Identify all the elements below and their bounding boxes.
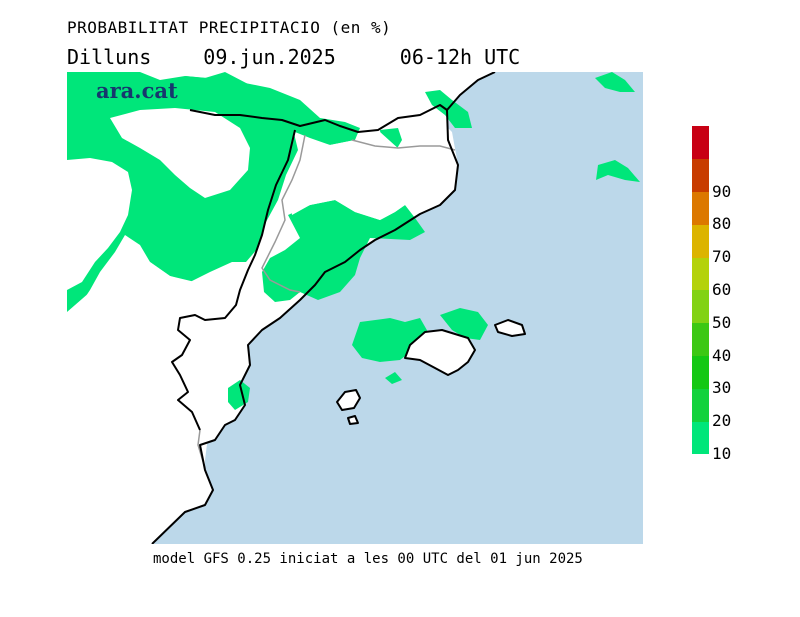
white-land-holes: [67, 108, 458, 544]
legend-label: 90: [712, 181, 732, 201]
legend-swatch: [692, 421, 709, 455]
map-title: PROBABILITAT PRECIPITACIO (en %): [67, 18, 392, 37]
precip-area-gulf-lion: [596, 160, 640, 182]
island-menorca: [494, 319, 526, 337]
precip-area-mid-west: [140, 190, 210, 240]
precip-area-cap-creus: [595, 72, 635, 92]
legend-label: 60: [712, 280, 732, 299]
legend-label: 50: [712, 312, 732, 332]
precip-area-mallorca-north: [440, 308, 488, 340]
forecast-time: Dilluns 09.jun.2025 06-12h UTC: [67, 45, 520, 69]
white-area-north-west: [110, 108, 250, 198]
forecast-period: 06-12h UTC: [399, 45, 521, 69]
island-ibiza: [336, 389, 361, 411]
coastlines: [151, 72, 526, 544]
legend-swatch: [692, 257, 709, 291]
legend-label: 40: [712, 345, 732, 365]
island-formentera: [347, 415, 359, 425]
country-border: [189, 104, 448, 133]
legend-swatch: [692, 191, 709, 225]
white-area-west: [67, 158, 132, 290]
island-mallorca: [404, 329, 476, 376]
legend-swatch: [692, 322, 709, 357]
white-area-catalonia: [290, 120, 458, 220]
border-line: [351, 139, 456, 151]
legend-swatch: [692, 224, 709, 258]
border-line: [261, 134, 306, 293]
legend-label: 20: [712, 411, 732, 431]
precip-area-central: [262, 200, 425, 302]
legend-label: 70: [712, 247, 732, 267]
precip-area-north-strip: [185, 76, 360, 145]
legend-label: 80: [712, 214, 732, 234]
color-legend: [692, 126, 709, 455]
forecast-day: Dilluns: [67, 45, 152, 69]
legend-swatch: [692, 158, 709, 193]
precipitation-map: [67, 72, 643, 544]
aracat-logo: ara.cat: [96, 78, 178, 103]
white-area-south-west: [67, 238, 245, 544]
legend-label: 10: [712, 444, 732, 463]
legend-label: 30: [712, 378, 732, 398]
model-info: model GFS 0.25 iniciat a les 00 UTC del …: [153, 551, 583, 567]
mainland-coastline: [151, 72, 496, 544]
legend-swatch: [692, 388, 709, 422]
sea-area: [152, 72, 643, 544]
forecast-date: 09.jun.2025: [203, 45, 336, 69]
legend-swatch: [692, 290, 709, 324]
country-border-inland: [171, 129, 296, 431]
legend-swatch: [692, 355, 709, 389]
precip-area-menorca-south: [385, 372, 402, 384]
legend-swatch: [692, 126, 709, 160]
